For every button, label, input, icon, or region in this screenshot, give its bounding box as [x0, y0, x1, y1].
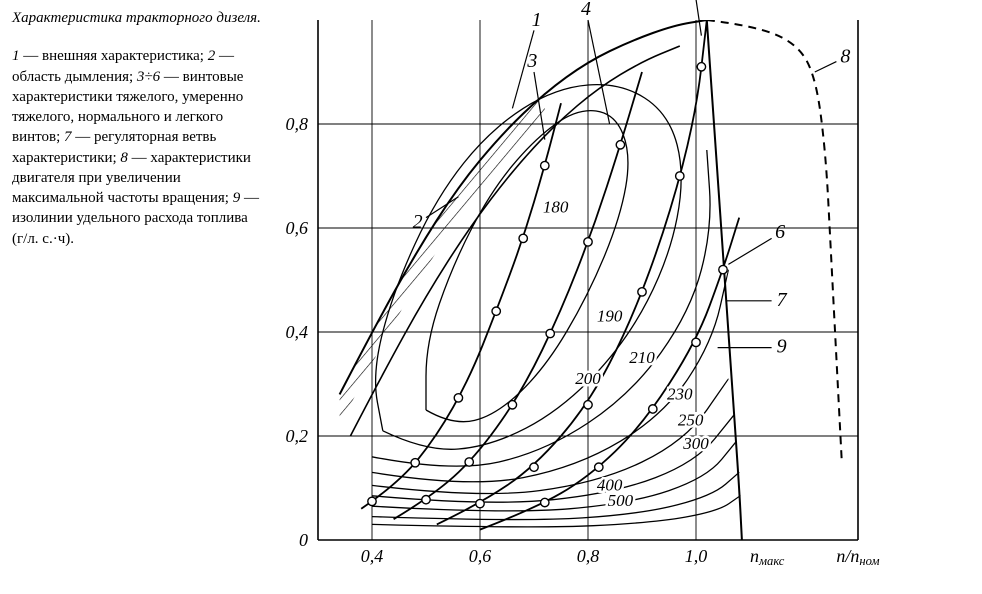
data-marker: [584, 238, 592, 246]
y-tick-label: 0,4: [286, 322, 309, 342]
data-marker: [616, 141, 624, 149]
iso-label: 210: [629, 348, 655, 367]
caption-body: 1 — внешняя характеристика; 2 — область …: [12, 46, 262, 249]
chart-svg: 0,4 0,6 0,8 1,0 nмакс n/nном 0 0,2 0,4 0,6 0,8 180 1…: [270, 0, 982, 594]
data-marker: [368, 497, 376, 505]
curve-c1_outer: [340, 20, 707, 394]
data-marker: [530, 463, 538, 471]
iso-label: 250: [678, 411, 704, 430]
data-marker: [454, 394, 462, 402]
y-tick-label: 0: [299, 530, 308, 550]
iso-label: 300: [682, 434, 709, 453]
x-axis-label: nмакс: [750, 546, 785, 568]
iso-label: 190: [597, 307, 623, 326]
x-tick-label: 0,8: [577, 546, 600, 566]
data-marker: [546, 329, 554, 337]
data-marker: [638, 288, 646, 296]
leader-label-1: 1: [532, 9, 542, 31]
data-marker: [492, 307, 500, 315]
data-marker: [422, 496, 430, 504]
x-tick-label: 1,0: [685, 546, 708, 566]
x-tick-label: 0,6: [469, 546, 492, 566]
data-marker: [508, 401, 516, 409]
data-marker: [476, 499, 484, 507]
y-tick-label: 0,8: [286, 114, 309, 134]
data-marker: [541, 498, 549, 506]
data-marker: [697, 63, 705, 71]
y-tick-label: 0,6: [286, 218, 309, 238]
leader-label-8: 8: [840, 45, 850, 67]
data-marker: [719, 265, 727, 273]
data-marker: [692, 338, 700, 346]
leader-label-2: 2: [413, 211, 423, 233]
leader-label-7: 7: [777, 289, 788, 311]
data-marker: [519, 234, 527, 242]
data-marker: [411, 459, 419, 467]
data-marker: [595, 463, 603, 471]
x-tick-label: 0,4: [361, 546, 384, 566]
iso-label: 180: [543, 197, 569, 216]
leader-label-6: 6: [775, 221, 785, 243]
data-marker: [465, 458, 473, 466]
data-marker: [584, 401, 592, 409]
iso-label: 230: [667, 385, 693, 404]
leader-label-3: 3: [526, 50, 537, 72]
iso-label: 500: [608, 491, 634, 510]
chart-container: 0,4 0,6 0,8 1,0 nмакс n/nном 0 0,2 0,4 0,6 0,8 180 1…: [270, 0, 982, 594]
x-axis-label: n/nном: [836, 546, 879, 568]
caption-title: Характеристика тракторного дизеля.: [12, 8, 262, 28]
iso-label: 200: [575, 369, 601, 388]
leader-label-4: 4: [581, 0, 591, 20]
curve-c7_governor: [707, 20, 742, 540]
data-marker: [649, 405, 657, 413]
caption-block: Характеристика тракторного дизеля. 1 — в…: [12, 8, 262, 249]
data-marker: [676, 172, 684, 180]
data-marker: [541, 161, 549, 169]
y-tick-label: 0,2: [286, 426, 309, 446]
curve-c2_smoke_inner: [350, 46, 679, 436]
leader-label-9: 9: [777, 336, 787, 358]
